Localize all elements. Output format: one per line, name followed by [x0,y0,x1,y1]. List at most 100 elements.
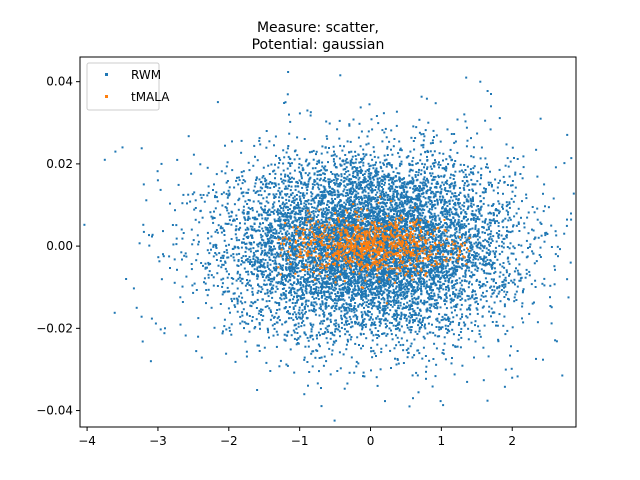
rwm-point [283,338,286,341]
rwm-point [321,301,324,304]
rwm-point [302,168,305,171]
rwm-point [367,187,370,190]
rwm-point [515,299,518,301]
rwm-point [358,241,361,244]
rwm-point [445,327,447,330]
rwm-point [341,149,344,152]
rwm-point [379,287,382,290]
rwm-point [286,230,289,233]
rwm-point [410,206,413,209]
rwm-point [351,325,354,328]
rwm-point [442,196,445,199]
rwm-point [493,278,495,281]
rwm-point [341,273,344,276]
rwm-point [297,213,300,215]
rwm-point [262,314,265,317]
rwm-point [446,213,449,215]
rwm-point [428,303,431,306]
rwm-point [273,323,276,325]
rwm-point [533,238,536,241]
rwm-point [295,283,298,286]
rwm-point [505,271,508,274]
rwm-point [410,136,413,139]
rwm-point [334,330,337,333]
rwm-point [342,295,345,297]
rwm-point [391,181,393,184]
rwm-point [462,233,464,236]
rwm-point [554,230,557,233]
rwm-point [226,223,229,225]
rwm-point [396,172,399,175]
rwm-point [414,302,417,305]
rwm-point [207,288,210,291]
rwm-point [425,226,428,229]
rwm-point [389,188,392,191]
rwm-point [310,301,313,304]
rwm-point [512,245,515,248]
rwm-point [443,167,446,170]
rwm-point [356,323,359,326]
rwm-point [567,296,570,299]
rwm-point [279,359,282,362]
rwm-point [444,234,447,237]
rwm-point [362,189,365,192]
rwm-point [474,320,477,323]
rwm-point [428,208,431,211]
rwm-point [227,243,230,246]
rwm-point [395,214,398,217]
rwm-point [421,265,424,268]
rwm-point [459,299,462,301]
rwm-point [309,221,312,224]
rwm-point [474,228,477,231]
rwm-point [319,334,321,337]
rwm-point [321,214,324,217]
rwm-point [497,292,500,295]
rwm-point [479,208,482,211]
rwm-point [505,235,508,237]
rwm-point [381,140,384,143]
rwm-point [470,178,473,181]
rwm-point [257,312,260,315]
chart-title: Measure: scatter, Potential: gaussian [252,20,385,53]
rwm-point [336,193,339,196]
rwm-point [181,301,184,303]
rwm-point [244,243,247,245]
rwm-point [303,293,305,296]
rwm-point [375,115,378,117]
rwm-point [471,283,473,286]
rwm-point [157,256,160,259]
rwm-point [400,263,403,266]
rwm-point [324,218,327,221]
rwm-point [418,197,421,199]
rwm-point [490,285,493,288]
rwm-point [192,153,195,156]
rwm-point [475,217,478,220]
rwm-point [444,213,447,216]
rwm-point [380,198,383,200]
rwm-point [427,297,430,299]
rwm-point [417,237,420,239]
rwm-point [449,208,452,211]
rwm-point [205,302,207,305]
rwm-point [292,241,295,244]
rwm-point [382,273,385,276]
rwm-point [364,269,367,272]
rwm-point [406,268,409,271]
rwm-point [393,138,396,140]
rwm-point [374,211,377,214]
rwm-point [379,228,382,231]
rwm-point [374,293,377,296]
rwm-point [309,270,312,273]
rwm-point [478,333,481,336]
rwm-point [276,213,279,216]
rwm-point [383,312,386,315]
rwm-point [352,273,355,276]
rwm-point [378,189,381,192]
rwm-point [356,336,359,339]
rwm-point [328,183,330,185]
rwm-point [318,249,320,252]
rwm-point [365,271,368,274]
rwm-point [487,233,490,236]
rwm-point [236,302,239,305]
rwm-point [173,258,176,261]
